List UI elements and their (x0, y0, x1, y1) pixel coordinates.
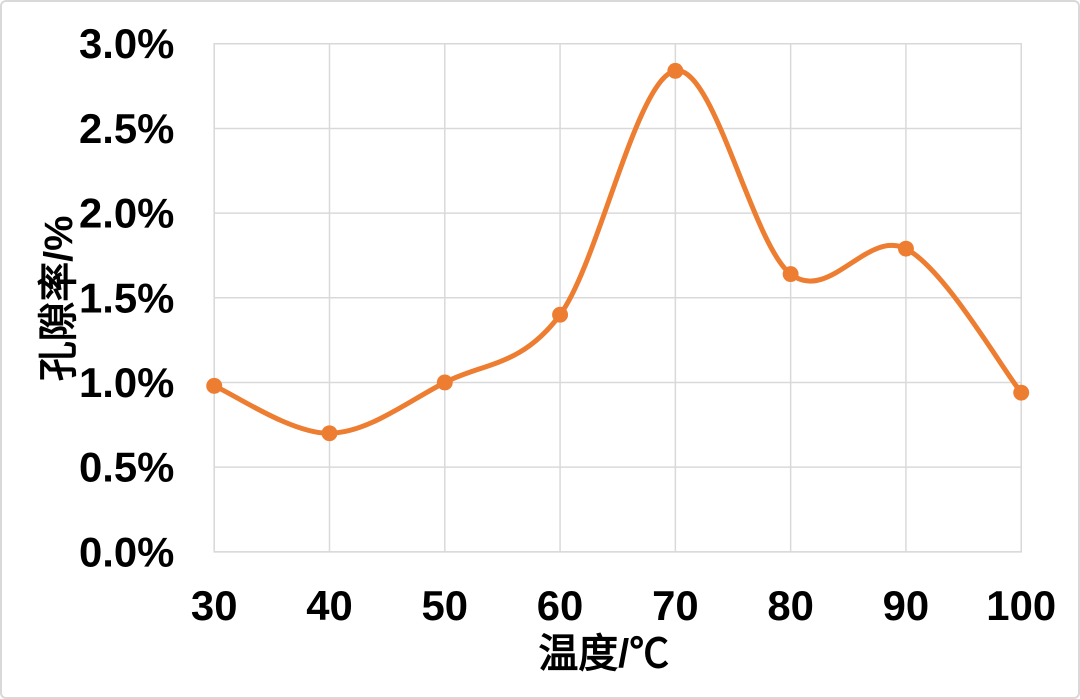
y-axis-title: 孔隙率/% (37, 215, 81, 381)
x-tick-label: 100 (986, 582, 1056, 629)
x-tick-label: 70 (652, 582, 699, 629)
data-series-group (206, 62, 1030, 442)
series-line (211, 68, 1024, 436)
x-axis-title: 温度/℃ (538, 632, 669, 676)
x-tick-label: 30 (191, 582, 238, 629)
x-tick-label: 60 (537, 582, 584, 629)
data-point-marker (782, 266, 799, 283)
y-tick-label: 1.0% (79, 359, 174, 406)
y-tick-label: 3.0% (79, 20, 174, 67)
data-point-marker (1013, 384, 1030, 401)
data-point-marker (206, 377, 223, 394)
gridlines-group (213, 43, 1022, 553)
data-point-marker (667, 62, 684, 79)
y-tick-label: 0.0% (79, 528, 174, 575)
y-tick-label: 2.0% (79, 190, 174, 237)
tick-labels-group: 0.0% 0.5% 1.0% 1.5% 2.0% 2.5% 3.0% 30 40 50 60 70 80… (79, 20, 1056, 629)
plot-area-border (213, 43, 1022, 553)
y-tick-label: 2.5% (79, 105, 174, 152)
data-point-marker (436, 374, 453, 391)
y-tick-label: 1.5% (79, 274, 174, 321)
x-tick-label: 90 (883, 582, 930, 629)
data-point-marker (897, 240, 914, 257)
x-tick-label: 40 (306, 582, 353, 629)
x-tick-label: 80 (767, 582, 814, 629)
y-tick-label: 0.5% (79, 444, 174, 491)
data-point-marker (321, 425, 338, 442)
data-point-marker (552, 306, 569, 323)
x-tick-label: 50 (422, 582, 469, 629)
